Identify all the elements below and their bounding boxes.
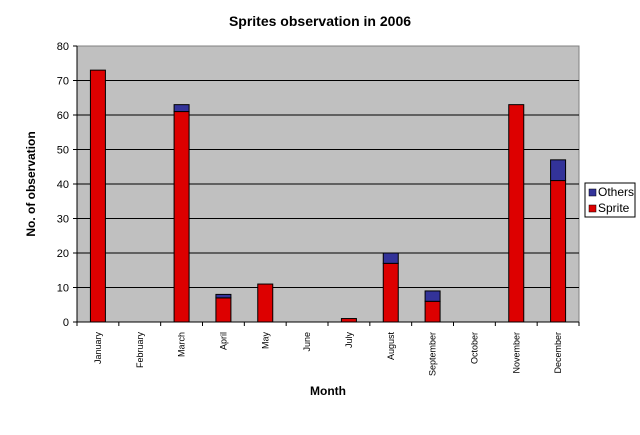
bar-sprite-march (173, 111, 190, 323)
x-tick-label: June (302, 332, 312, 352)
bar-sprite-july (340, 318, 357, 323)
legend-label-others: Others (598, 185, 634, 199)
y-tick-label: 60 (57, 110, 69, 122)
y-axis-label: No. of observation (24, 131, 38, 236)
x-tick-label: October (469, 332, 479, 364)
bar-sprite-september (424, 300, 441, 323)
chart-title: Sprites observation in 2006 (229, 13, 411, 29)
legend-label-sprite: Sprite (598, 201, 630, 215)
bar-others-april (215, 293, 232, 299)
x-tick-label: January (93, 332, 103, 365)
y-tick-label: 20 (57, 248, 69, 260)
legend-swatch-sprite (588, 204, 597, 213)
bar-sprite-may (257, 283, 274, 323)
bar-sprite-january (89, 69, 106, 323)
bar-sprite-november (508, 104, 525, 323)
x-tick-label: November (511, 332, 521, 374)
bar-others-august (382, 252, 399, 264)
x-tick-label: August (386, 332, 396, 361)
bar-sprite-august (382, 262, 399, 323)
y-tick-label: 0 (63, 317, 69, 329)
x-tick-label: February (135, 332, 145, 369)
x-tick-label: April (218, 332, 228, 350)
y-tick-label: 30 (57, 214, 69, 226)
x-axis-label: Month (310, 384, 346, 398)
bar-sprite-december (550, 180, 567, 323)
y-tick-label: 80 (57, 41, 69, 53)
y-tick-label: 40 (57, 179, 69, 191)
y-tick-label: 70 (57, 76, 69, 88)
legend-swatch-others (588, 188, 597, 197)
x-tick-label: September (428, 332, 438, 376)
y-tick-label: 50 (57, 145, 69, 157)
x-tick-label: March (177, 332, 187, 357)
bar-sprite-april (215, 297, 232, 323)
x-tick-label: May (260, 332, 270, 350)
bar-others-march (173, 104, 190, 113)
bar-others-december (550, 159, 567, 182)
x-tick-label: December (553, 332, 563, 374)
bar-others-september (424, 290, 441, 302)
legend: Others Sprite (584, 182, 636, 218)
x-tick-label: July (344, 332, 354, 349)
y-tick-label: 10 (57, 283, 69, 295)
